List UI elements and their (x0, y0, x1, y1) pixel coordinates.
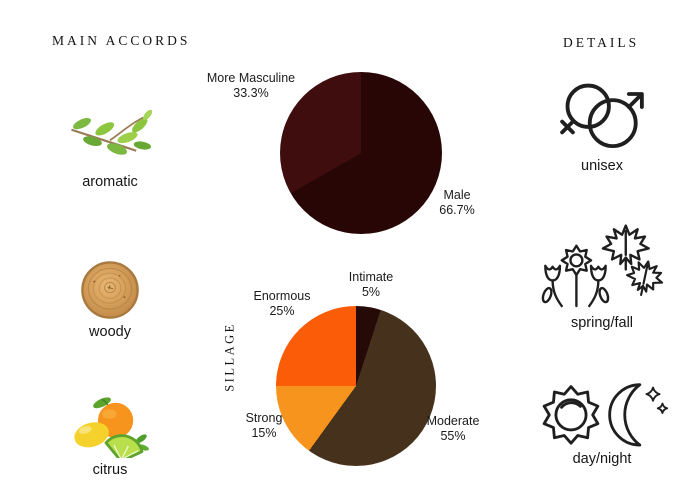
slice-label: Strong (245, 411, 283, 425)
wood-slice-icon (81, 261, 139, 319)
pie-callout-moderate: Moderate 55% (422, 414, 484, 444)
details-header: DETAILS (563, 35, 640, 50)
slice-label: Intimate (348, 270, 394, 284)
slice-percent: 25% (269, 304, 295, 318)
slice-percent: 33.3% (233, 86, 269, 100)
pie-callout-more-masculine: More Masculine 33.3% (195, 71, 307, 101)
gender-pie-chart (280, 72, 442, 234)
pie-callout-intimate: Intimate 5% (340, 270, 402, 300)
slice-label: Male (443, 188, 471, 202)
citrus-fruits-icon (74, 397, 149, 458)
slice-label: Enormous (253, 289, 311, 303)
main-accords-header: MAIN ACCORDS (52, 33, 191, 48)
sillage-pie-chart (276, 306, 436, 466)
slice-percent: 15% (251, 426, 277, 440)
accord-item-aromatic: aromatic (48, 100, 172, 190)
detail-label: spring/fall (570, 315, 634, 331)
accord-label: woody (89, 324, 131, 340)
detail-label: unisex (581, 158, 623, 174)
sillage-axis-title: SILLAGE (222, 322, 237, 392)
detail-label: day/night (572, 451, 632, 467)
slice-label: Moderate (426, 414, 480, 428)
slice-label: More Masculine (206, 71, 296, 85)
slice-percent: 5% (361, 285, 381, 299)
aromatic-sprig-icon (71, 109, 153, 155)
pie-callout-enormous: Enormous 25% (250, 289, 314, 319)
flowers-maple-leaves-icon (541, 224, 664, 308)
pie-callout-male: Male 66.7% (428, 188, 486, 218)
detail-item-day-night: day/night (538, 377, 669, 467)
slice-percent: 55% (440, 429, 466, 443)
accord-item-citrus: citrus (48, 394, 172, 478)
detail-item-unisex: unisex (538, 80, 666, 174)
slice-percent: 66.7% (439, 203, 475, 217)
accord-label: citrus (92, 462, 128, 478)
detail-item-spring-fall: spring/fall (538, 214, 666, 331)
sun-moon-icon (542, 383, 669, 447)
accord-label: aromatic (82, 174, 138, 190)
pie-callout-strong: Strong 15% (236, 411, 292, 441)
accord-item-woody: woody (48, 260, 172, 340)
unisex-gender-icon (560, 83, 644, 149)
